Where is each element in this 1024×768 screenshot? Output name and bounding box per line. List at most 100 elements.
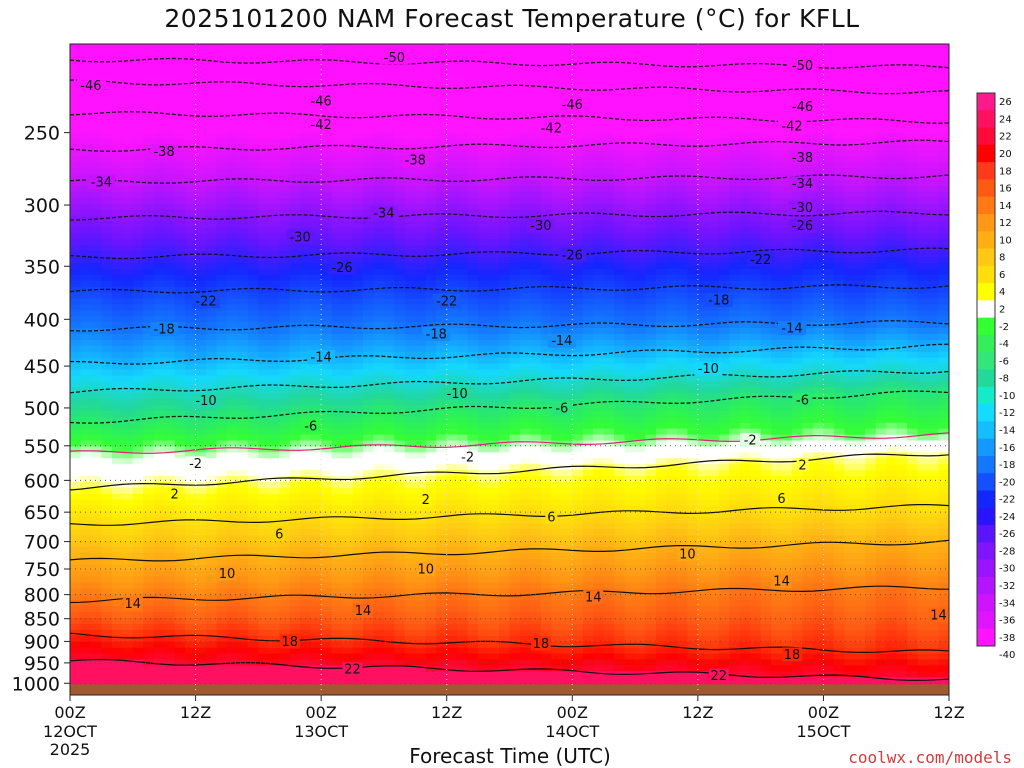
field-cell: [80, 55, 92, 63]
field-cell: [331, 97, 343, 104]
field-cell: [352, 322, 364, 329]
field-cell: [467, 162, 479, 169]
field-cell: [530, 109, 542, 116]
field-cell: [226, 623, 239, 631]
field-cell: [268, 168, 280, 175]
field-cell: [519, 351, 532, 359]
field-cell: [111, 452, 123, 459]
field-cell: [258, 677, 270, 684]
field-cell: [80, 203, 92, 211]
field-cell: [185, 227, 197, 234]
field-cell: [394, 416, 406, 424]
field-cell: [509, 529, 521, 536]
field-cell: [488, 227, 500, 234]
field-cell: [530, 434, 542, 442]
field-cell: [363, 209, 375, 217]
field-cell: [310, 138, 322, 146]
field-cell: [143, 535, 155, 542]
field-cell: [509, 399, 521, 406]
field-cell: [268, 629, 280, 637]
field-cell: [132, 558, 144, 566]
field-cell: [143, 387, 155, 394]
field-cell: [404, 505, 416, 513]
field-cell: [279, 393, 291, 400]
field-cell: [394, 635, 406, 643]
field-cell: [363, 109, 375, 116]
field-cell: [519, 316, 532, 323]
field-cell: [185, 239, 197, 246]
field-cell: [80, 168, 92, 175]
field-cell: [383, 582, 395, 590]
field-cell: [509, 677, 521, 684]
field-cell: [237, 174, 249, 181]
field-cell: [268, 428, 280, 436]
field-cell: [185, 576, 197, 584]
field-cell: [478, 85, 490, 92]
field-cell: [530, 647, 542, 655]
field-cell: [279, 251, 291, 258]
field-cell: [300, 168, 312, 175]
field-cell: [174, 49, 186, 57]
field-cell: [509, 523, 521, 530]
field-cell: [394, 257, 406, 264]
field-cell: [216, 292, 228, 300]
field-cell: [331, 375, 343, 382]
field-cell: [185, 203, 197, 211]
field-cell: [425, 156, 437, 163]
field-cell: [519, 103, 532, 110]
field-cell: [404, 191, 416, 199]
field-cell: [321, 529, 333, 536]
field-cell: [185, 493, 197, 501]
field-cell: [132, 298, 144, 305]
field-cell: [247, 452, 259, 459]
field-cell: [310, 393, 322, 400]
field-cell: [90, 221, 102, 229]
field-cell: [519, 339, 532, 347]
field-cell: [321, 629, 333, 637]
field-cell: [363, 547, 375, 554]
field-cell: [174, 641, 186, 649]
field-cell: [247, 245, 259, 252]
field-cell: [101, 588, 113, 595]
field-cell: [216, 61, 228, 69]
field-cell: [70, 600, 82, 607]
field-cell: [80, 239, 92, 246]
field-cell: [352, 535, 364, 542]
field-cell: [363, 399, 375, 406]
field-cell: [268, 67, 280, 75]
field-cell: [247, 257, 259, 264]
field-cell: [331, 653, 343, 661]
field-cell: [237, 144, 249, 152]
field-cell: [415, 227, 427, 234]
field-cell: [436, 339, 448, 347]
field-cell: [300, 138, 312, 146]
field-cell: [174, 191, 186, 199]
field-cell: [425, 91, 437, 98]
field-cell: [80, 505, 92, 513]
field-cell: [132, 381, 144, 388]
field-cell: [436, 410, 448, 418]
field-cell: [80, 375, 92, 382]
field-cell: [342, 126, 354, 134]
field-cell: [331, 629, 343, 637]
field-cell: [174, 405, 186, 412]
field-cell: [90, 357, 102, 365]
field-cell: [268, 493, 280, 501]
field-cell: [446, 606, 458, 613]
field-cell: [70, 44, 82, 51]
field-cell: [373, 588, 385, 595]
field-cell: [310, 233, 322, 240]
field-cell: [122, 168, 134, 175]
field-cell: [90, 298, 102, 305]
field-cell: [132, 564, 144, 572]
field-cell: [206, 357, 218, 365]
field-cell: [80, 416, 92, 424]
field-cell: [509, 310, 521, 317]
field-cell: [153, 629, 165, 637]
field-cell: [352, 333, 364, 341]
field-cell: [185, 600, 197, 607]
field-cell: [509, 73, 521, 81]
field-cell: [446, 168, 458, 175]
field-cell: [289, 434, 301, 442]
field-cell: [373, 191, 385, 199]
